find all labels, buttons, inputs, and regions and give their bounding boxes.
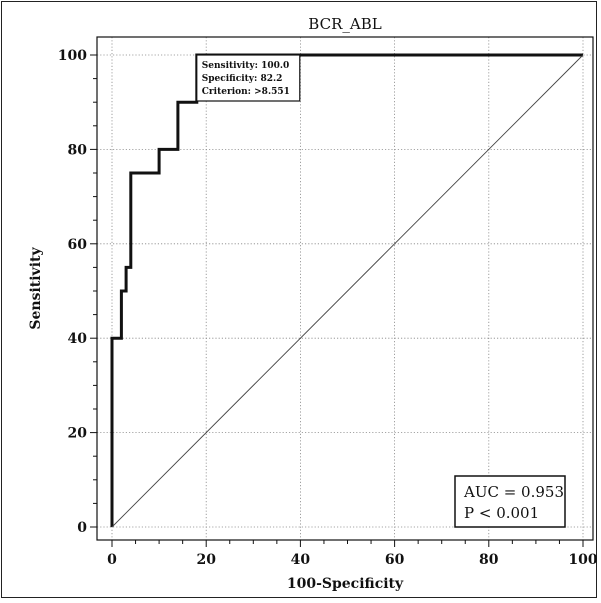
x-tick-label: 40 (291, 552, 311, 568)
x-tick-label: 100 (568, 552, 597, 568)
plot-area (96, 36, 594, 541)
y-axis-label: Sensitivity (28, 247, 44, 330)
reference-diagonal (111, 54, 584, 528)
roc-curve (110, 53, 583, 527)
x-tick-label: 80 (479, 552, 499, 568)
auc-box-frame (454, 475, 566, 528)
y-tick-label: 100 (58, 48, 87, 64)
auc-value: AUC = 0.953 (463, 483, 564, 501)
chart-title: BCR_ABL (308, 15, 381, 33)
axis-ticks (90, 54, 584, 547)
x-tick-label: 20 (196, 552, 216, 568)
criterion-annotation: Sensitivity: 100.0 Specificity: 82.2 Cri… (196, 54, 301, 102)
axis-tick-labels: 0 20 40 60 80 100 0 20 40 60 80 100 (58, 48, 598, 568)
y-tick-label: 40 (68, 331, 88, 347)
p-value: P < 0.001 (464, 504, 539, 522)
annotation-sensitivity: Sensitivity: 100.0 (202, 61, 290, 71)
annotation-criterion: Criterion: >8.551 (202, 87, 290, 97)
criterion-annotation-box (196, 54, 301, 102)
x-tick-label: 0 (107, 552, 117, 568)
auc-box: AUC = 0.953 P < 0.001 (454, 475, 566, 528)
y-tick-label: 20 (68, 426, 88, 442)
y-tick-label: 80 (68, 142, 88, 158)
grid (97, 37, 593, 540)
series-layer (110, 53, 584, 528)
y-tick-label: 0 (77, 520, 87, 536)
x-axis-label: 100-Specificity (287, 576, 404, 592)
annotation-specificity: Specificity: 82.2 (202, 74, 283, 84)
x-tick-label: 60 (385, 552, 405, 568)
y-tick-label: 60 (68, 237, 88, 253)
